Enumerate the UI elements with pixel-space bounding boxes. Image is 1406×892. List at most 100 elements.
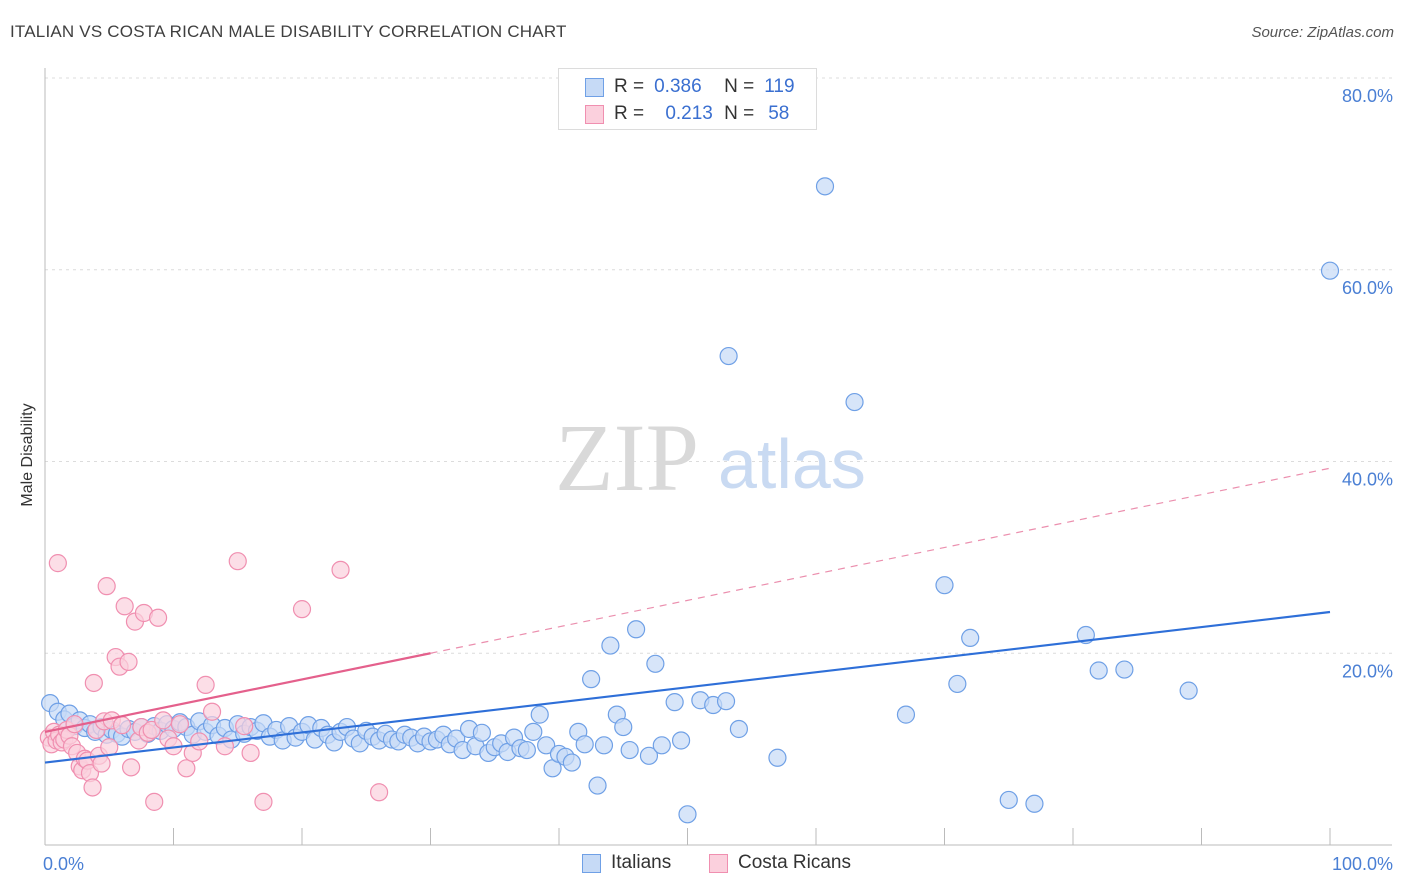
correlation-legend: R = 0.386 N = 119 R = 0.213 N = 58 (558, 68, 817, 130)
italians-point (1320, 261, 1340, 280)
x-tick-label: 100.0% (1332, 854, 1393, 874)
r-value: 0.213 (665, 103, 713, 124)
legend-row-costa-ricans: R = 0.213 N = 58 (585, 103, 789, 125)
costa-ricans-point (145, 792, 164, 811)
italians-point (729, 719, 749, 739)
italians-point (1179, 681, 1198, 700)
costa-ricans-point (84, 673, 103, 693)
costa-ricans-swatch (709, 853, 728, 873)
legend-label-costa-ricans: Costa Ricans (738, 852, 851, 873)
italians-point (537, 736, 556, 755)
italians-point (948, 674, 967, 694)
n-value: 58 (768, 103, 790, 124)
n-label: N = (724, 76, 755, 97)
italians-point (582, 670, 601, 689)
costa-ricans-trend-extension (430, 467, 1331, 654)
costa-ricans-point (177, 759, 196, 778)
n-value: 119 (764, 76, 795, 97)
italians-point (1025, 794, 1044, 813)
costa-ricans-trend-line (44, 652, 431, 733)
x-tick-label: 0.0% (43, 854, 84, 874)
chart-title: ITALIAN VS COSTA RICAN MALE DISABILITY C… (10, 22, 567, 41)
y-tick-label: 60.0% (1342, 278, 1393, 298)
italians-point (896, 705, 916, 724)
italians-point (524, 722, 543, 741)
y-tick-label: 40.0% (1342, 470, 1393, 490)
costa-ricans-point (48, 554, 67, 573)
italians-point (961, 628, 980, 648)
y-tick-labels: 20.0% 40.0% 60.0% 80.0% (1342, 86, 1393, 681)
italians-point (594, 736, 614, 755)
italians-point (768, 748, 787, 767)
italians-point (652, 736, 671, 755)
italians-point (716, 692, 736, 711)
costa-ricans-swatch (585, 104, 604, 124)
costa-ricans-point (235, 717, 254, 736)
costa-ricans-point (292, 600, 312, 619)
costa-ricans-point (97, 577, 116, 596)
r-value: 0.386 (654, 76, 702, 97)
legend-label-italians: Italians (611, 852, 672, 873)
costa-ricans-point (196, 675, 215, 694)
italians-swatch (585, 77, 604, 97)
italians-point (601, 636, 620, 655)
italians-point (1115, 660, 1134, 679)
legend-item-italians[interactable]: Italians (582, 852, 671, 874)
italians-point (562, 753, 581, 772)
italians-point (935, 576, 954, 595)
italians-point (517, 740, 536, 760)
italians-point (815, 177, 835, 196)
costa-ricans-point (241, 743, 260, 763)
italians-point (575, 735, 594, 754)
costa-ricans-point (202, 702, 222, 721)
italians-point (620, 740, 639, 760)
watermark-zip: ZIP (555, 404, 699, 511)
costa-ricans-point (331, 560, 350, 579)
costa-ricans-point (100, 738, 119, 757)
watermark: ZIP atlas (555, 404, 866, 511)
y-tick-label: 80.0% (1342, 86, 1393, 106)
italians-trend-line (44, 610, 1331, 764)
costa-ricans-point (254, 792, 273, 811)
italians-point (646, 654, 665, 673)
italians-point (999, 790, 1018, 810)
n-label: N = (724, 103, 755, 124)
costa-ricans-point (370, 783, 389, 802)
italians-point (472, 723, 491, 742)
source-label: Source: ZipAtlas.com (1251, 24, 1394, 41)
r-label: R = (614, 76, 645, 97)
watermark-atlas: atlas (718, 425, 866, 503)
costa-ricans-point (170, 715, 190, 734)
x-tick-labels: 0.0% 100.0% (43, 854, 1393, 874)
italians-swatch (582, 853, 601, 873)
italians-point (678, 805, 697, 824)
legend-row-italians: R = 0.386 N = 119 (585, 76, 795, 98)
italians-point (1089, 661, 1108, 680)
italians-point (614, 717, 633, 737)
italians-point (588, 776, 607, 795)
italians-point (671, 731, 691, 750)
italians-point (639, 746, 659, 765)
costa-ricans-point (154, 711, 173, 730)
italians-point (845, 392, 864, 412)
trend-lines (44, 467, 1331, 764)
axes (44, 68, 1392, 846)
legend-item-costa-ricans[interactable]: Costa Ricans (709, 852, 851, 874)
costa-ricans-point (83, 778, 102, 797)
italians-point (665, 693, 684, 712)
costa-ricans-point (119, 652, 138, 671)
costa-ricans-point (148, 608, 168, 627)
costa-ricans-point (121, 758, 141, 777)
r-label: R = (614, 103, 645, 124)
italians-point (530, 705, 549, 724)
costa-ricans-point (112, 716, 132, 735)
gridlines (45, 77, 1392, 654)
series-legend: Italians Costa Ricans (0, 852, 1406, 876)
costa-ricans-point (115, 597, 134, 616)
costa-ricans-point (228, 552, 247, 571)
costa-ricans-point (190, 732, 209, 751)
y-tick-label: 20.0% (1342, 661, 1393, 681)
italians-point (719, 346, 738, 366)
italians-point (626, 620, 646, 639)
